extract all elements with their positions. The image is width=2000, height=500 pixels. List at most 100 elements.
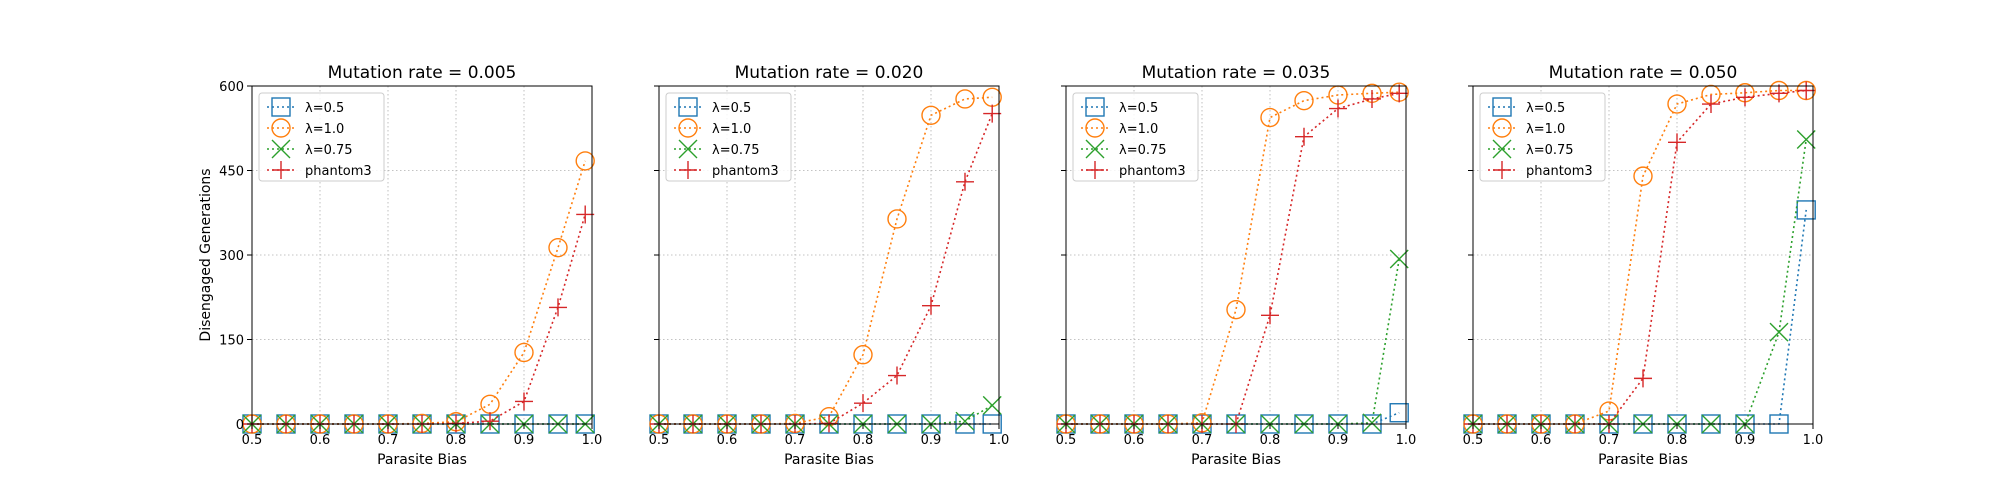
x-tick-label: 0.8 — [853, 433, 874, 448]
x-tick-label: 0.5 — [1463, 433, 1484, 448]
legend-label: phantom3 — [712, 164, 779, 179]
series-x — [1056, 249, 1409, 434]
legend-label: λ=1.0 — [305, 122, 344, 137]
data-point — [480, 394, 500, 414]
data-point — [1363, 89, 1381, 108]
legend-label: λ=1.0 — [712, 122, 751, 137]
y-tick-label: 0 — [236, 418, 244, 433]
data-point — [1295, 127, 1313, 146]
data-point — [515, 392, 533, 411]
legend-label: λ=1.0 — [1119, 122, 1158, 137]
data-point — [820, 414, 838, 433]
series-line — [252, 214, 586, 425]
data-point — [1294, 90, 1314, 111]
data-point — [1362, 413, 1382, 433]
chart-panel-4: 0.5 0.6 0.7 0.8 0.9 1.0 Mutation rate = 0.050 P… — [1463, 63, 1824, 468]
series-plus — [243, 205, 595, 433]
legend-label: λ=0.75 — [1526, 143, 1574, 158]
x-tick-label: 0.7 — [1192, 433, 1213, 448]
legend: λ=0.5 λ=1.0 λ=0.75 phantom3 — [665, 92, 792, 182]
legend-label: λ=0.5 — [1119, 101, 1158, 116]
legend-marker-square-icon — [1085, 97, 1105, 117]
data-point — [481, 412, 499, 431]
data-point — [549, 298, 567, 317]
legend-label: λ=0.5 — [1526, 101, 1565, 116]
data-point — [888, 366, 906, 385]
series-square — [1056, 403, 1409, 434]
legend-marker-x-icon — [271, 139, 291, 159]
data-point — [1634, 369, 1652, 388]
data-point — [447, 414, 465, 433]
legend-marker-circle-icon — [1085, 118, 1105, 138]
data-point — [982, 395, 1002, 415]
series-square — [1463, 200, 1816, 434]
data-point — [1796, 200, 1816, 220]
x-tick-label: 1.0 — [989, 433, 1010, 448]
legend-marker-square-icon — [271, 97, 291, 117]
data-point — [955, 411, 975, 431]
legend-label: λ=1.0 — [1526, 122, 1565, 137]
data-point — [854, 394, 872, 413]
data-point — [1261, 306, 1279, 325]
x-tick-label: 0.7 — [785, 433, 806, 448]
x-axis-label: Parasite Bias — [1191, 452, 1281, 468]
x-tick-label: 0.8 — [1667, 433, 1688, 448]
x-tick-label: 0.5 — [1056, 433, 1077, 448]
data-point — [548, 237, 568, 258]
legend-marker-x-icon — [1492, 139, 1512, 159]
x-tick-label: 1.0 — [582, 433, 603, 448]
legend-marker-square-icon — [678, 97, 698, 117]
x-tick-label: 0.5 — [649, 433, 670, 448]
x-tick-label: 0.6 — [1531, 433, 1552, 448]
data-point — [1667, 94, 1687, 114]
legend: λ=0.5 λ=1.0 λ=0.75 phantom3 — [258, 92, 385, 182]
data-point — [1736, 88, 1754, 107]
y-tick-label: 150 — [219, 334, 244, 349]
legend-label: λ=0.5 — [305, 101, 344, 116]
x-tick-label: 1.0 — [1803, 433, 1824, 448]
y-axis-label: Disengaged Generations — [198, 168, 214, 341]
legend: λ=0.5 λ=1.0 λ=0.75 phantom3 — [1072, 92, 1199, 182]
legend-label: phantom3 — [1526, 164, 1593, 179]
chart-title: Mutation rate = 0.005 — [328, 63, 517, 83]
x-tick-label: 0.8 — [446, 433, 467, 448]
chart-title: Mutation rate = 0.050 — [1549, 63, 1738, 83]
x-tick-label: 1.0 — [1396, 433, 1417, 448]
series-line — [252, 160, 586, 425]
legend-marker-plus-icon — [272, 161, 290, 179]
series-circle — [242, 151, 595, 434]
x-tick-label: 0.6 — [717, 433, 738, 448]
legend-marker-plus-icon — [1086, 161, 1104, 179]
data-point — [1389, 403, 1409, 423]
legend-label: phantom3 — [305, 164, 372, 179]
x-tick-label: 0.9 — [514, 433, 535, 448]
legend-marker-plus-icon — [679, 161, 697, 179]
x-tick-label: 0.8 — [1260, 433, 1281, 448]
data-point — [1770, 84, 1788, 103]
data-point — [922, 296, 940, 315]
y-tick-label: 300 — [219, 249, 244, 264]
legend-label: phantom3 — [1119, 164, 1186, 179]
data-point — [1702, 95, 1720, 114]
x-axis-label: Parasite Bias — [784, 452, 874, 468]
x-tick-label: 0.7 — [378, 433, 399, 448]
x-tick-label: 0.5 — [242, 433, 263, 448]
legend-marker-circle-icon — [1492, 118, 1512, 138]
legend-label: λ=0.75 — [712, 143, 760, 158]
data-point — [1796, 130, 1816, 150]
data-point — [1389, 249, 1409, 269]
data-point — [853, 345, 873, 365]
data-point — [983, 104, 1002, 123]
chart-panel-2: 0.5 0.6 0.7 0.8 0.9 1.0 Mutation rate = 0.020 P… — [649, 63, 1010, 468]
chart-panel-1: 0.5 0.6 0.7 0.8 0.9 1.0 0 150 300 450 600 Mutation … — [198, 63, 602, 468]
x-tick-label: 0.7 — [1599, 433, 1620, 448]
data-point — [1797, 81, 1816, 100]
data-point — [921, 105, 941, 125]
x-axis-label: Parasite Bias — [1598, 452, 1688, 468]
legend-marker-x-icon — [1085, 139, 1105, 159]
data-point — [1769, 322, 1789, 342]
legend-marker-plus-icon — [1493, 161, 1511, 179]
data-point — [575, 151, 595, 171]
data-point — [887, 209, 907, 229]
